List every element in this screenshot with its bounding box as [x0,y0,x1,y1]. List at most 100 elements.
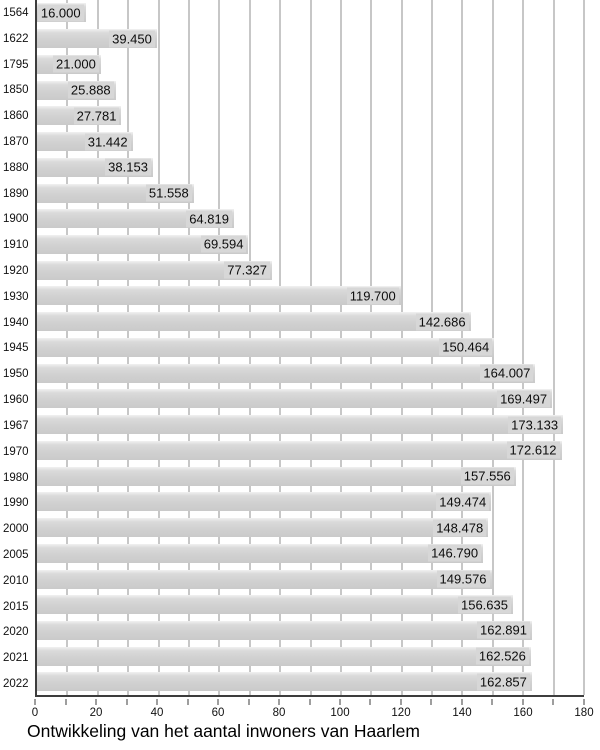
axis-tick-label: 140 [452,707,472,719]
population-bar: 146.790 [37,543,484,563]
bar-row: 27.781 [37,103,584,129]
population-bar: 39.450 [37,29,157,49]
axis-tick [583,699,585,705]
y-axis-year-labels: 1564 1622 1795 1850 1860 1870 1880 1890 1900 1910… [0,0,33,697]
bar-row: 38.153 [37,154,584,180]
axis-tick [187,699,188,705]
bar-value-label: 162.891 [477,621,530,639]
population-bar: 156.635 [37,595,513,615]
bar-row: 51.558 [37,180,584,206]
bar-value-label: 146.790 [428,544,482,562]
x-axis: 0 20 40 60 80 100 120 140 160 180 [31,698,594,724]
bar-value-label: 142.686 [415,313,469,331]
year-label: 2020 [3,626,29,639]
year-label: 1795 [3,58,29,71]
bar-row: 162.857 [37,669,584,695]
bar-value-label: 150.464 [439,338,493,356]
year-label: 1967 [3,419,29,432]
year-label: 1980 [3,471,29,484]
gridline [522,0,524,695]
bar-row: 119.700 [37,283,584,309]
axis-tick [278,699,280,705]
year-label: 2015 [3,600,29,613]
gridline [553,0,555,695]
bar-value-label: 25.888 [67,81,114,99]
axis-tick [126,699,127,705]
axis-tick-label: 60 [211,707,225,719]
year-label: 1930 [3,290,29,303]
axis-tick [248,699,249,705]
gridline [583,0,585,695]
bar-row: 169.497 [37,386,584,412]
bar-row: 162.526 [37,643,584,669]
year-label: 1870 [3,135,29,148]
axis-tick [369,699,371,705]
axis-tick [156,699,158,705]
axis-tick-label: 80 [272,707,286,719]
bar-value-label: 27.781 [73,107,120,125]
population-bar: 162.857 [37,672,532,692]
bar-value-label: 38.153 [105,158,151,176]
axis-tick [217,699,219,705]
year-label: 1950 [3,368,29,381]
year-label: 1910 [3,239,29,252]
axis-tick [400,699,402,705]
chart-title: Ontwikkeling van het aantal inwoners van… [27,721,420,741]
year-label: 1940 [3,316,29,329]
population-bar: 51.558 [37,183,194,203]
bar-value-label: 162.526 [475,647,529,665]
year-label: 1564 [3,6,29,19]
plot-area: 16.000 39.450 21.000 25.888 27.781 31.442 38.1… [35,0,585,697]
axis-tick-label: 40 [150,707,164,719]
year-label: 2021 [3,652,29,665]
bar-value-label: 173.133 [508,416,562,434]
bar-row: 69.594 [37,232,584,258]
axis-tick [65,699,66,705]
bar-row: 157.556 [37,463,584,489]
year-label: 1960 [3,394,29,407]
axis-tick [491,699,493,705]
population-bar: 169.497 [37,389,553,409]
bar-row: 150.464 [37,335,584,361]
year-label: 1970 [3,445,29,458]
year-label: 2000 [3,523,29,536]
bar-row: 31.442 [37,129,584,155]
bar-rows-layer: 16.000 39.450 21.000 25.888 27.781 31.442 38.1… [37,0,584,695]
bar-row: 162.891 [37,618,584,644]
population-bar: 16.000 [37,3,86,23]
population-bar: 77.327 [37,260,272,280]
bar-value-label: 77.327 [224,261,270,279]
axis-tick-label: 160 [513,707,533,719]
bar-row: 164.007 [37,360,584,386]
axis-tick [461,699,463,705]
bar-value-label: 69.594 [200,235,247,253]
bar-value-label: 156.635 [457,596,511,614]
population-bar: 157.556 [37,466,516,486]
axis-tick-label: 0 [31,707,39,719]
year-label: 2005 [3,548,29,561]
axis-tick-label: 180 [574,707,594,719]
bar-value-label: 31.442 [84,133,131,151]
population-bar: 142.686 [37,312,471,332]
bar-row: 77.327 [37,257,584,283]
year-label: 1900 [3,213,29,226]
bar-row: 149.576 [37,566,584,592]
year-label: 1890 [3,187,29,200]
bar-row: 142.686 [37,309,584,335]
axis-tick [522,699,524,705]
axis-tick-label: 120 [391,707,411,719]
population-bar: 149.576 [37,569,492,589]
axis-tick-label: 100 [330,707,350,719]
year-label: 1990 [3,497,29,510]
bar-value-label: 51.558 [145,184,192,202]
population-bar: 27.781 [37,106,122,126]
axis-tick-label: 20 [89,707,103,719]
bar-row: 148.478 [37,515,584,541]
population-bar: 64.819 [37,209,234,229]
bar-value-label: 162.857 [476,673,530,691]
bar-row: 21.000 [37,51,584,77]
population-bar: 69.594 [37,234,249,254]
axis-tick [339,699,341,705]
population-bar: 31.442 [37,132,133,152]
population-bar: 119.700 [37,286,401,306]
